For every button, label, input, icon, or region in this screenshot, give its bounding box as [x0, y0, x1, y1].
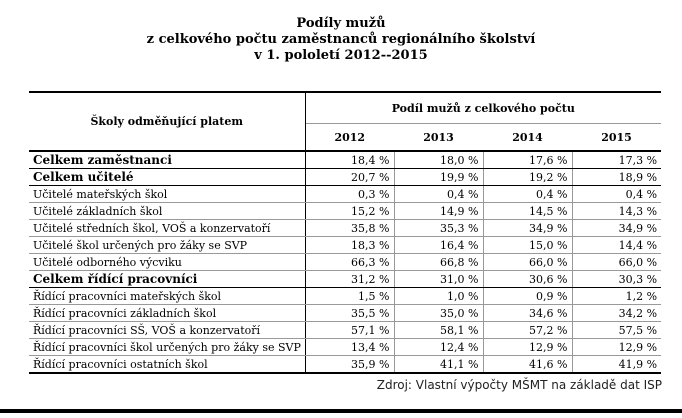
- table-body: Celkem zaměstnanci 18,4 % 18,0 % 17,6 % 17,3…: [29, 151, 662, 374]
- cell-value: 57,5 %: [571, 321, 662, 339]
- cell-value: 34,9 %: [571, 219, 662, 237]
- cell-value: 18,9 %: [571, 168, 662, 186]
- row-label: Učitelé mateřských škol: [29, 185, 306, 203]
- row-label: Řídící pracovníci mateřských škol: [29, 287, 306, 305]
- cell-value: 66,0 %: [571, 253, 662, 271]
- cell-value: 0,4 %: [571, 185, 662, 203]
- cell-value: 57,2 %: [482, 321, 572, 339]
- row-label: Řídící pracovníci základních škol: [29, 304, 306, 322]
- group-header: Podíl mužů z celkového počtu: [391, 101, 575, 115]
- row-label: Celkem zaměstnanci: [29, 151, 306, 169]
- cell-value: 35,9 %: [304, 355, 394, 374]
- cell-value: 17,3 %: [571, 151, 662, 169]
- table-row: Řídící pracovníci mateřských škol 1,5 % 1,…: [29, 287, 662, 305]
- cell-value: 1,5 %: [304, 287, 394, 305]
- row-label: Celkem učitelé: [29, 168, 306, 186]
- cell-value: 19,2 %: [482, 168, 572, 186]
- cell-value: 18,4 %: [304, 151, 394, 169]
- cell-value: 66,8 %: [393, 253, 483, 271]
- row-label: Řídící pracovníci SŠ, VOŠ a konzervatoří: [29, 321, 306, 339]
- cell-value: 14,9 %: [393, 202, 483, 220]
- cell-value: 15,0 %: [482, 236, 572, 254]
- cell-value: 14,5 %: [482, 202, 572, 220]
- table-row: Celkem řídící pracovníci 31,2 % 31,0 % 30,6…: [29, 270, 662, 288]
- cell-value: 12,9 %: [571, 338, 662, 356]
- row-label: Učitelé odborného výcviku: [29, 253, 306, 271]
- row-label: Učitelé škol určených pro žáky se SVP: [29, 236, 306, 254]
- cell-value: 18,3 %: [304, 236, 394, 254]
- table-row: Učitelé středních škol, VOŠ a konzervato…: [29, 219, 662, 237]
- table-row: Učitelé mateřských škol 0,3 % 0,4 % 0,4 % 0,…: [29, 185, 662, 203]
- document-title: Podíly mužů z celkového počtu zaměstnanc…: [0, 16, 682, 64]
- data-table: Školy odměňující platem Podíl mužů z cel…: [29, 91, 662, 374]
- row-label: Učitelé základních škol: [29, 202, 306, 220]
- year-header: 2012: [305, 123, 394, 152]
- row-header: Školy odměňující platem: [29, 92, 306, 152]
- cell-value: 35,5 %: [304, 304, 394, 322]
- cell-value: 0,9 %: [482, 287, 572, 305]
- cell-value: 18,0 %: [393, 151, 483, 169]
- cell-value: 66,3 %: [304, 253, 394, 271]
- cell-value: 66,0 %: [482, 253, 572, 271]
- cell-value: 41,1 %: [393, 355, 483, 374]
- cell-value: 30,6 %: [482, 270, 572, 288]
- cell-value: 12,4 %: [393, 338, 483, 356]
- cell-value: 14,3 %: [571, 202, 662, 220]
- cell-value: 31,0 %: [393, 270, 483, 288]
- cell-value: 35,8 %: [304, 219, 394, 237]
- year-header: 2015: [572, 123, 662, 152]
- cell-value: 12,9 %: [482, 338, 572, 356]
- table-row: Učitelé škol určených pro žáky se SVP 18,…: [29, 236, 662, 254]
- cell-value: 34,9 %: [482, 219, 572, 237]
- cell-value: 1,0 %: [393, 287, 483, 305]
- cell-value: 34,6 %: [482, 304, 572, 322]
- cell-value: 0,4 %: [482, 185, 572, 203]
- cell-value: 20,7 %: [304, 168, 394, 186]
- cell-value: 41,6 %: [482, 355, 572, 374]
- title-line-2: z celkového počtu zaměstnanců regionální…: [146, 32, 536, 47]
- cell-value: 0,3 %: [304, 185, 394, 203]
- cell-value: 0,4 %: [393, 185, 483, 203]
- year-header: 2013: [394, 123, 483, 152]
- cell-value: 17,6 %: [482, 151, 572, 169]
- table-row: Celkem učitelé 20,7 % 19,9 % 19,2 % 18,9 %: [29, 168, 662, 186]
- cell-value: 16,4 %: [393, 236, 483, 254]
- cell-value: 31,2 %: [304, 270, 394, 288]
- cell-value: 41,9 %: [571, 355, 662, 374]
- table-row: Učitelé základních škol 15,2 % 14,9 % 14,5 …: [29, 202, 662, 220]
- cell-value: 34,2 %: [571, 304, 662, 322]
- title-line-3: v 1. pololetí 2012--2015: [254, 48, 428, 63]
- table-row: Celkem zaměstnanci 18,4 % 18,0 % 17,6 % 17,3…: [29, 151, 662, 169]
- table-header: Školy odměňující platem Podíl mužů z cel…: [29, 92, 662, 152]
- row-label: Učitelé středních škol, VOŠ a konzervato…: [29, 219, 306, 237]
- cell-value: 15,2 %: [304, 202, 394, 220]
- source-note: Zdroj: Vlastní výpočty MŠMT na základě d…: [376, 378, 662, 392]
- year-header: 2014: [483, 123, 572, 152]
- row-label: Řídící pracovníci škol určených pro žáky…: [29, 338, 306, 356]
- cell-value: 1,2 %: [571, 287, 662, 305]
- cell-value: 13,4 %: [304, 338, 394, 356]
- cell-value: 58,1 %: [393, 321, 483, 339]
- cell-value: 57,1 %: [304, 321, 394, 339]
- row-label: Celkem řídící pracovníci: [29, 270, 306, 288]
- row-label: Řídící pracovníci ostatních škol: [29, 355, 306, 374]
- title-line-1: Podíly mužů: [296, 16, 386, 31]
- bottom-rule: [0, 409, 682, 413]
- table-row: Učitelé odborného výcviku 66,3 % 66,8 % 66,…: [29, 253, 662, 271]
- cell-value: 30,3 %: [571, 270, 662, 288]
- cell-value: 35,3 %: [393, 219, 483, 237]
- cell-value: 19,9 %: [393, 168, 483, 186]
- table-row: Řídící pracovníci škol určených pro žáky…: [29, 338, 662, 356]
- cell-value: 14,4 %: [571, 236, 662, 254]
- table-row: Řídící pracovníci ostatních škol 35,9 % 41…: [29, 355, 662, 374]
- table-row: Řídící pracovníci základních škol 35,5 % 3…: [29, 304, 662, 322]
- table-row: Řídící pracovníci SŠ, VOŠ a konzervatoří…: [29, 321, 662, 339]
- cell-value: 35,0 %: [393, 304, 483, 322]
